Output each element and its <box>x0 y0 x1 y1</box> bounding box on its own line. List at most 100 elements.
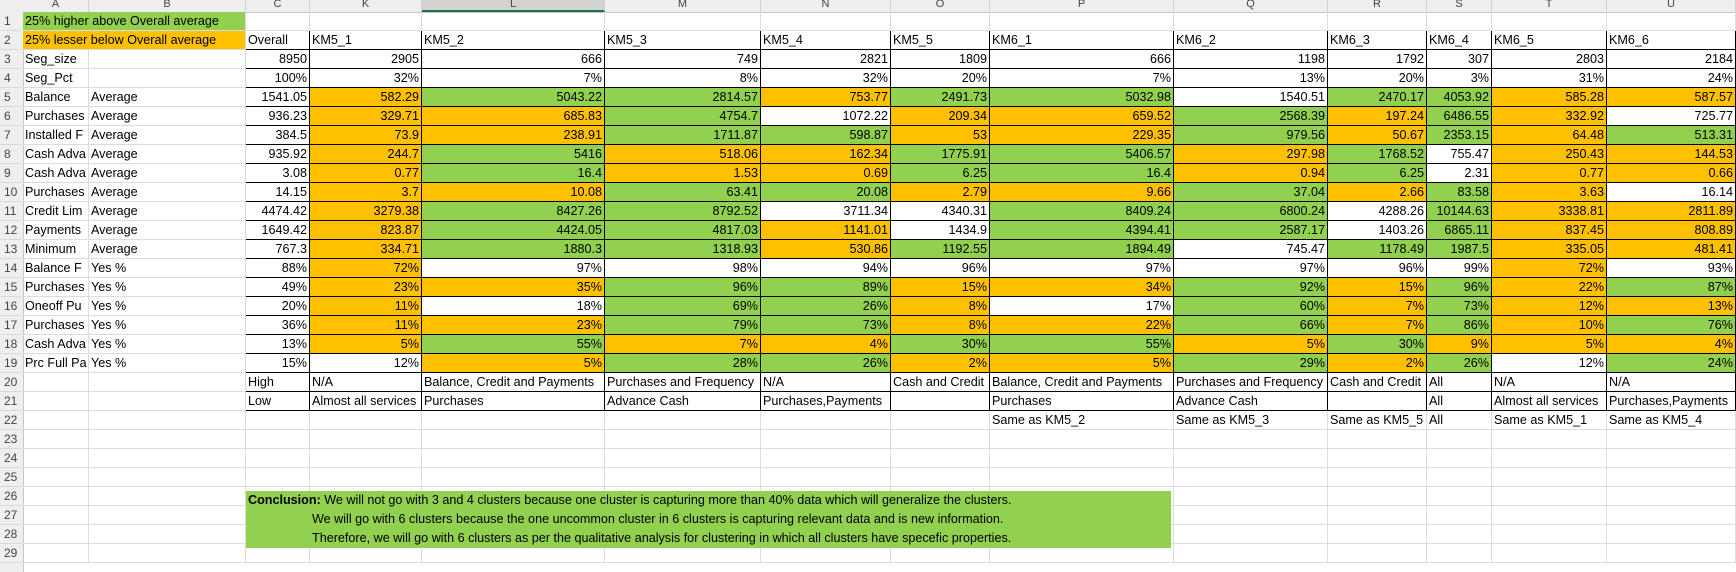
value-cell[interactable]: 8% <box>605 69 761 88</box>
row-metric[interactable]: Yes % <box>89 316 246 335</box>
value-cell[interactable]: 1192.55 <box>891 240 990 259</box>
cell[interactable] <box>891 544 990 563</box>
cell[interactable] <box>310 430 422 449</box>
cell[interactable] <box>990 430 1174 449</box>
cell[interactable] <box>1427 487 1492 506</box>
value-cell[interactable]: 2470.17 <box>1328 88 1427 107</box>
row-metric[interactable]: Average <box>89 126 246 145</box>
value-cell[interactable]: 767.3 <box>246 240 310 259</box>
value-cell[interactable]: 63.41 <box>605 183 761 202</box>
low-cell[interactable] <box>891 392 990 411</box>
row-header-bar[interactable]: 1 2 3 4 5 6 7 8 9 10 11 12 13 14 15 16 17 18 19 20 21 22 23 24 2… <box>0 12 24 572</box>
value-cell[interactable]: 2184 <box>1607 50 1736 69</box>
cell[interactable] <box>89 525 246 544</box>
cell[interactable] <box>1427 506 1492 525</box>
cell[interactable] <box>89 392 246 411</box>
cell[interactable] <box>1174 12 1328 31</box>
row-label[interactable]: Cash Adva <box>23 335 89 354</box>
cell[interactable] <box>1492 544 1607 563</box>
cell[interactable] <box>23 430 89 449</box>
header-cell[interactable]: KM6_4 <box>1427 31 1492 50</box>
cell[interactable] <box>1328 12 1427 31</box>
value-cell[interactable]: 666 <box>422 50 605 69</box>
column-header-s[interactable]: S <box>1427 0 1492 12</box>
value-cell[interactable]: 11% <box>310 316 422 335</box>
value-cell[interactable]: 69% <box>605 297 761 316</box>
value-cell[interactable]: 13% <box>1607 297 1736 316</box>
cell[interactable] <box>1427 468 1492 487</box>
value-cell[interactable]: 100% <box>246 69 310 88</box>
cell[interactable] <box>23 392 89 411</box>
value-cell[interactable]: 2.79 <box>891 183 990 202</box>
row-label[interactable]: Seg_size <box>23 50 89 69</box>
cell[interactable] <box>1427 430 1492 449</box>
column-header-p[interactable]: P <box>990 0 1174 12</box>
cell[interactable] <box>1492 487 1607 506</box>
value-cell[interactable]: 4754.7 <box>605 107 761 126</box>
low-cell[interactable]: Almost all services <box>310 392 422 411</box>
cell[interactable] <box>891 411 990 430</box>
row-number[interactable]: 4 <box>0 69 22 88</box>
cell[interactable] <box>605 430 761 449</box>
row-label[interactable]: Payments <box>23 221 89 240</box>
same-as-cell[interactable]: Same as KM5_4 <box>1607 411 1736 430</box>
value-cell[interactable]: 15% <box>1328 278 1427 297</box>
value-cell[interactable]: 3711.34 <box>761 202 891 221</box>
value-cell[interactable]: 55% <box>422 335 605 354</box>
cell[interactable] <box>761 544 891 563</box>
value-cell[interactable]: 72% <box>310 259 422 278</box>
same-as-cell[interactable]: Same as KM5_3 <box>1174 411 1328 430</box>
value-cell[interactable]: 22% <box>1492 278 1607 297</box>
value-cell[interactable]: 88% <box>246 259 310 278</box>
low-cell[interactable]: Purchases,Payments <box>761 392 891 411</box>
header-cell[interactable]: KM5_5 <box>891 31 990 50</box>
row-number[interactable]: 26 <box>0 487 22 506</box>
value-cell[interactable]: 8% <box>891 297 990 316</box>
value-cell[interactable]: 32% <box>761 69 891 88</box>
row-label[interactable]: Credit Lim <box>23 202 89 221</box>
row-number[interactable]: 23 <box>0 430 22 449</box>
value-cell[interactable]: 7% <box>605 335 761 354</box>
value-cell[interactable]: 10144.63 <box>1427 202 1492 221</box>
cell[interactable] <box>1427 449 1492 468</box>
cell[interactable] <box>891 430 990 449</box>
row-number[interactable]: 11 <box>0 202 22 221</box>
cell[interactable] <box>246 12 310 31</box>
value-cell[interactable]: 49% <box>246 278 310 297</box>
value-cell[interactable]: 979.56 <box>1174 126 1328 145</box>
cell[interactable] <box>422 430 605 449</box>
value-cell[interactable]: 94% <box>761 259 891 278</box>
cell[interactable] <box>422 12 605 31</box>
cell[interactable] <box>246 544 310 563</box>
value-cell[interactable]: 518.06 <box>605 145 761 164</box>
cell[interactable] <box>891 468 990 487</box>
value-cell[interactable]: 22% <box>990 316 1174 335</box>
row-number[interactable]: 29 <box>0 544 22 563</box>
value-cell[interactable]: 3338.81 <box>1492 202 1607 221</box>
row-metric[interactable]: Yes % <box>89 259 246 278</box>
value-cell[interactable]: 7% <box>1328 316 1427 335</box>
cell[interactable] <box>761 449 891 468</box>
value-cell[interactable]: 16.4 <box>422 164 605 183</box>
value-cell[interactable]: 66% <box>1174 316 1328 335</box>
value-cell[interactable]: 755.47 <box>1427 145 1492 164</box>
value-cell[interactable]: 1198 <box>1174 50 1328 69</box>
cell[interactable] <box>1174 525 1328 544</box>
value-cell[interactable]: 89% <box>761 278 891 297</box>
row-label[interactable]: Purchases <box>23 183 89 202</box>
value-cell[interactable]: 3.63 <box>1492 183 1607 202</box>
value-cell[interactable]: 2491.73 <box>891 88 990 107</box>
value-cell[interactable]: 3.7 <box>310 183 422 202</box>
value-cell[interactable]: 4474.42 <box>246 202 310 221</box>
row-metric[interactable]: Average <box>89 202 246 221</box>
value-cell[interactable]: 197.24 <box>1328 107 1427 126</box>
value-cell[interactable]: 97% <box>422 259 605 278</box>
row-metric[interactable]: Average <box>89 183 246 202</box>
value-cell[interactable]: 5% <box>1492 335 1607 354</box>
value-cell[interactable]: 26% <box>761 297 891 316</box>
cell[interactable] <box>1328 487 1427 506</box>
value-cell[interactable]: 79% <box>605 316 761 335</box>
value-cell[interactable]: 8792.52 <box>605 202 761 221</box>
row-metric[interactable]: Average <box>89 107 246 126</box>
value-cell[interactable]: 745.47 <box>1174 240 1328 259</box>
